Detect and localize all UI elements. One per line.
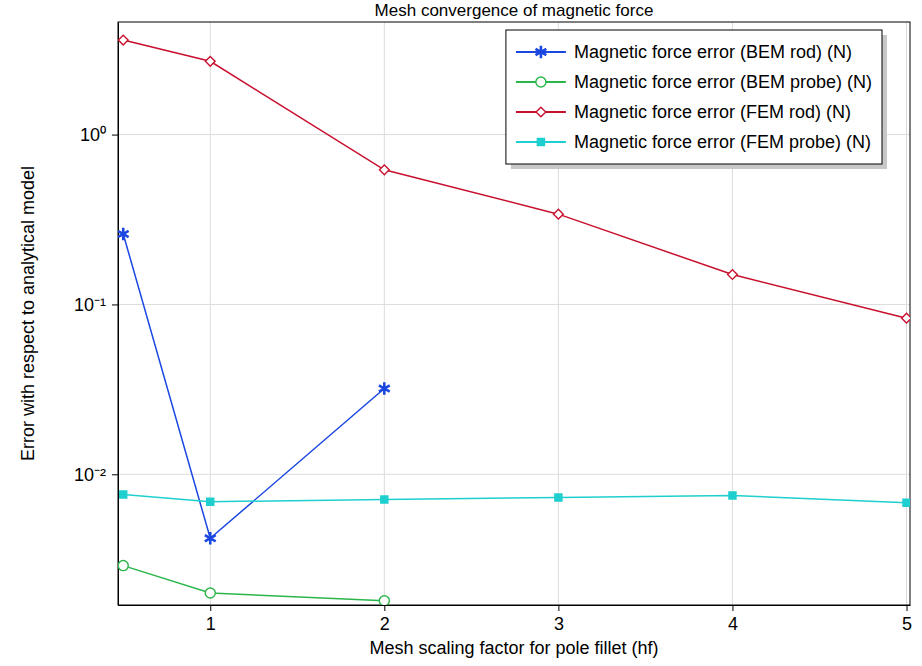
grid-line [210,22,211,605]
chart: 1 2 3 4 5 10⁻² 10⁻¹ 10⁰ Mesh convergence of magn… [0,0,922,666]
legend-box [506,30,882,164]
marker [379,596,389,605]
tick-mark [112,474,118,475]
legend-marker [537,138,544,145]
tick-mark [210,605,211,611]
y-axis-label: Error with respect to analytical model [18,166,38,461]
x-tick: 1 [206,605,216,634]
marker [205,588,215,598]
marker [729,492,736,499]
legend-item: Magnetic force error (BEM probe) (N) [516,72,872,92]
marker [118,35,128,45]
x-tick: 4 [728,605,738,634]
marker [554,209,564,219]
tick-label: 10⁻² [74,465,106,485]
marker [555,494,562,501]
grid-line [118,304,910,305]
marker [728,270,738,280]
y-tick: 10⁻¹ [74,295,118,315]
grid [118,22,910,605]
y-axis: 10⁻² 10⁻¹ 10⁰ [74,23,119,606]
series-line [123,566,384,601]
tick-mark [112,135,118,136]
title: Mesh convergence of magnetic force [375,1,654,20]
tick-mark [907,605,908,611]
tick-label: 1 [206,614,216,634]
marker [205,532,216,545]
x-tick: 3 [554,605,564,634]
tick-label: 4 [728,614,738,634]
grid-line [384,22,385,605]
marker [381,496,388,503]
legend-item: Magnetic force error (BEM rod) (N) [516,42,852,62]
marker [379,165,389,175]
marker [118,561,128,571]
marker [118,228,129,241]
tick-mark [384,605,385,611]
plot-frame [118,22,910,605]
marker [205,56,215,66]
tick-mark [558,605,559,611]
legend-marker [536,107,546,117]
legend-label: Magnetic force error (BEM rod) (N) [574,42,852,62]
tick-mark [112,304,118,305]
marker [120,491,127,498]
series-line [123,234,384,538]
legend-marker [535,46,546,59]
tick-label: 3 [554,614,564,634]
tick-label: 10⁻¹ [74,295,106,315]
grid-line [118,474,910,475]
legend-label: Magnetic force error (BEM probe) (N) [574,72,872,92]
tick-label: 2 [380,614,390,634]
tick-label: 10⁰ [80,125,106,145]
legend-item: Magnetic force error (FEM probe) (N) [516,132,871,152]
legend-marker [536,77,546,87]
x-tick: 2 [380,605,390,634]
legend-label: Magnetic force error (FEM probe) (N) [574,132,871,152]
x-axis-label: Mesh scaling factor for pole fillet (hf) [369,638,658,658]
tick-mark [732,605,733,611]
legend-item: Magnetic force error (FEM rod) (N) [516,102,851,122]
marker [207,498,214,505]
marker [903,499,910,506]
series-line [123,495,906,503]
y-tick: 10⁰ [80,125,118,145]
marker [902,313,910,323]
tick-label: 5 [902,614,912,634]
x-axis: 1 2 3 4 5 [119,605,913,634]
x-tick: 5 [902,605,912,634]
legend: Magnetic force error (BEM rod) (N) Magnet… [506,30,887,169]
legend-label: Magnetic force error (FEM rod) (N) [574,102,851,122]
y-tick: 10⁻² [74,465,118,485]
marker [379,382,390,395]
